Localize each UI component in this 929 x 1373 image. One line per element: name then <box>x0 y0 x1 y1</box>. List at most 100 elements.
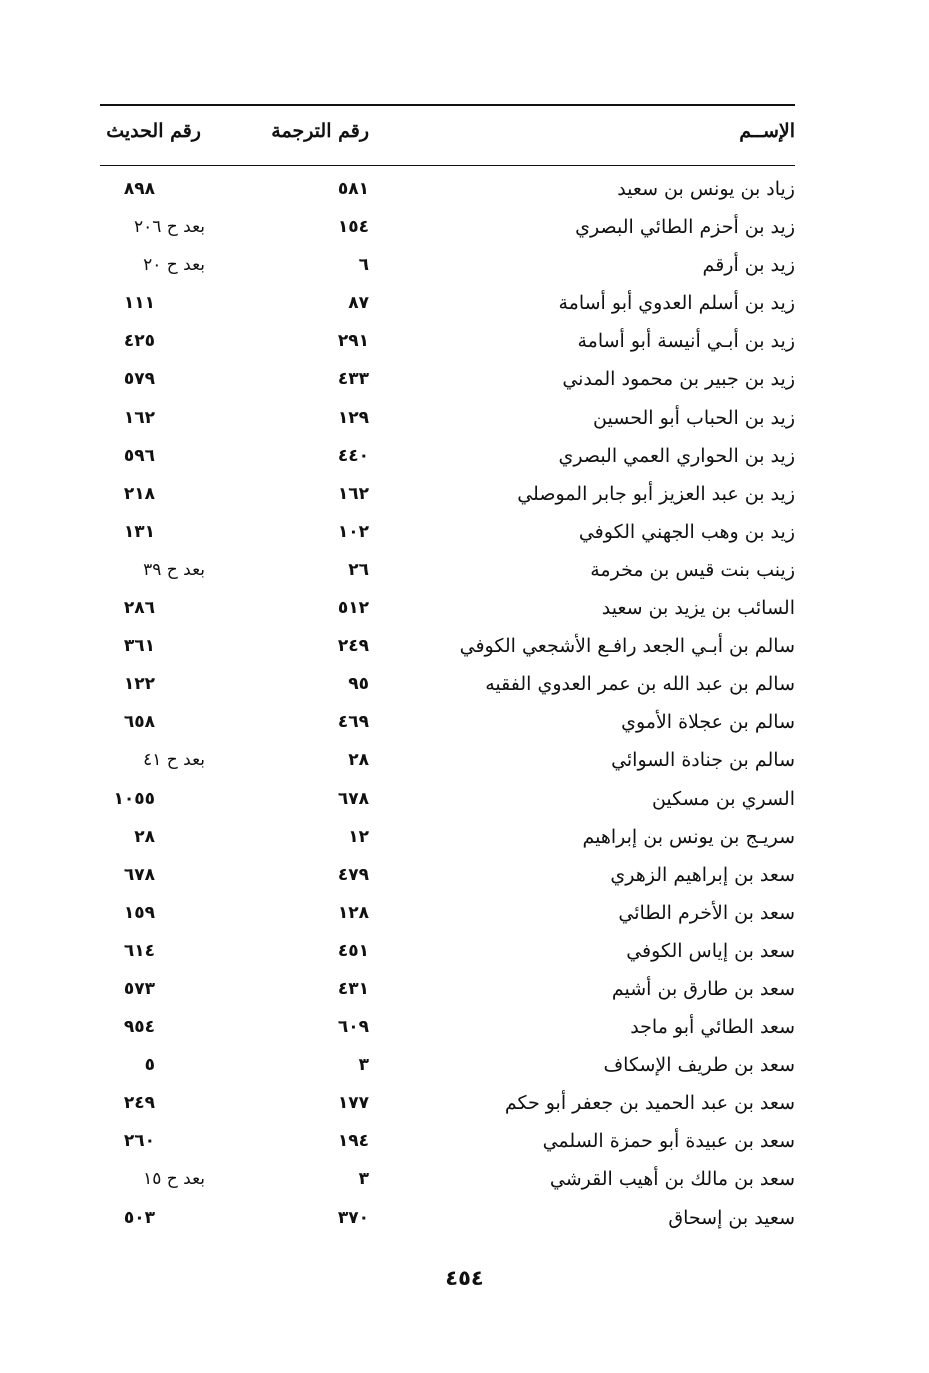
hadith-number: بعد ح ١٥ <box>143 1169 205 1190</box>
entry-name: زياد بن يونس بن سعيد <box>617 178 795 200</box>
entry-name: سعد بن طريف الإسكاف <box>603 1054 795 1077</box>
hadith-number: ١١١ <box>123 293 155 314</box>
table-row: سعيد بن إسحاق ٣٧٠ ٥٠٣ <box>0 1201 929 1239</box>
entry-name: سعد بن مالك بن أهيب القرشي <box>549 1168 795 1191</box>
tarjama-number: ١٥٤ <box>337 217 369 238</box>
hadith-number: ٩٥٤ <box>123 1017 155 1038</box>
table-row: زيد بن أبـي أنيسة أبو أسامة ٢٩١ ٤٢٥ <box>0 324 929 362</box>
entry-name: سعد بن إبراهيم الزهري <box>610 863 795 886</box>
tarjama-number: ٤٦٩ <box>337 712 369 733</box>
tarjama-number: ١٦٢ <box>337 483 369 504</box>
entry-name: زيد بن عبد العزيز أبو جابر الموصلي <box>517 482 795 505</box>
table-row: زيد بن جبير بن محمود المدني ٤٣٣ ٥٧٩ <box>0 362 929 400</box>
hadith-number: ١٢٢ <box>123 674 155 695</box>
hadith-number: بعد ح ٢٠٦ <box>133 217 205 238</box>
table-row: زيد بن عبد العزيز أبو جابر الموصلي ١٦٢ ٢١٨ <box>0 477 929 515</box>
table-row: زياد بن يونس بن سعيد ٥٨١ ٨٩٨ <box>0 172 929 210</box>
hadith-number: ٥٩٦ <box>123 445 155 466</box>
header-hadith-number: رقم الحديث <box>106 120 201 142</box>
hadith-number: ١٠٥٥ <box>113 788 155 809</box>
hadith-number: بعد ح ٣٩ <box>143 559 205 580</box>
tarjama-number: ١٢٨ <box>337 902 369 923</box>
hadith-number: ٦٥٨ <box>123 712 155 733</box>
table-row: سعد بن إياس الكوفي ٤٥١ ٦١٤ <box>0 934 929 972</box>
hadith-number: ٥٧٣ <box>123 978 155 999</box>
hadith-number: بعد ح ٢٠ <box>143 255 205 276</box>
tarjama-number: ١٢ <box>348 826 369 847</box>
tarjama-number: ٢٤٩ <box>337 636 369 657</box>
entry-name: زيد بن الحباب أبو الحسين <box>593 406 795 429</box>
tarjama-number: ٤٣٣ <box>337 369 369 390</box>
tarjama-number: ٣٧٠ <box>337 1207 369 1228</box>
hadith-number: ١٥٩ <box>123 902 155 923</box>
entry-name: السائب بن يزيد بن سعيد <box>601 597 795 620</box>
entry-name: سريـج بن يونس بن إبراهيم <box>582 825 795 848</box>
tarjama-number: ١٠٢ <box>337 521 369 542</box>
table-row: سعد بن الأخرم الطائي ١٢٨ ١٥٩ <box>0 896 929 934</box>
header-tarjama-number: رقم الترجمة <box>271 120 369 142</box>
tarjama-number: ١٧٧ <box>337 1093 369 1114</box>
table-row: زيد بن وهب الجهني الكوفي ١٠٢ ١٣١ <box>0 515 929 553</box>
table-row: زيد بن أسلم العدوي أبو أسامة ٨٧ ١١١ <box>0 286 929 324</box>
tarjama-number: ٣ <box>358 1055 369 1076</box>
hadith-number: ٦٧٨ <box>123 864 155 885</box>
tarjama-number: ٨٧ <box>348 293 369 314</box>
hadith-number: ٥٧٩ <box>123 369 155 390</box>
hadith-number: ٤٢٥ <box>123 331 155 352</box>
table-row: سالم بن أبـي الجعد رافـع الأشجعي الكوفي ٢… <box>0 629 929 667</box>
table-row: زيد بن الحواري العمي البصري ٤٤٠ ٥٩٦ <box>0 439 929 477</box>
entry-name: زيد بن الحواري العمي البصري <box>558 444 795 467</box>
hadith-number: ١٦٢ <box>123 407 155 428</box>
table-row: سعد الطائي أبو ماجد ٦٠٩ ٩٥٤ <box>0 1010 929 1048</box>
entry-name: سالم بن أبـي الجعد رافـع الأشجعي الكوفي <box>459 635 795 658</box>
entry-name: سعيد بن إسحاق <box>668 1206 795 1229</box>
entry-name: سعد بن إياس الكوفي <box>626 939 795 962</box>
table-row: سريـج بن يونس بن إبراهيم ١٢ ٢٨ <box>0 820 929 858</box>
entry-name: سعد بن عبيدة أبو حمزة السلمي <box>542 1130 795 1153</box>
table-row: سعد بن عبيدة أبو حمزة السلمي ١٩٤ ٢٦٠ <box>0 1124 929 1162</box>
hadith-number: ٢٨٦ <box>123 598 155 619</box>
tarjama-number: ٢٦ <box>348 559 369 580</box>
hadith-number: ٣٦١ <box>123 636 155 657</box>
table-row: سالم بن جنادة السوائي ٢٨ بعد ح ٤١ <box>0 743 929 781</box>
table-row: زينب بنت قيس بن مخرمة ٢٦ بعد ح ٣٩ <box>0 553 929 591</box>
table-row: سعد بن طارق بن أشيم ٤٣١ ٥٧٣ <box>0 972 929 1010</box>
tarjama-number: ٥٨١ <box>337 179 369 199</box>
entry-name: سعد بن طارق بن أشيم <box>611 977 795 1000</box>
tarjama-number: ٢٩١ <box>337 331 369 352</box>
entry-name: زيد بن أحزم الطائي البصري <box>575 216 795 239</box>
entry-name: سعد الطائي أبو ماجد <box>630 1016 795 1039</box>
hadith-number: ٨٩٨ <box>123 179 155 199</box>
tarjama-number: ٤٥١ <box>337 940 369 961</box>
hadith-number: ٦١٤ <box>123 940 155 961</box>
tarjama-number: ٦ <box>358 255 369 276</box>
hadith-number: بعد ح ٤١ <box>143 750 205 771</box>
table-row: سعد بن طريف الإسكاف ٣ ٥ <box>0 1048 929 1086</box>
hadith-number: ٢١٨ <box>123 483 155 504</box>
tarjama-number: ٣ <box>358 1169 369 1190</box>
entry-name: زيد بن جبير بن محمود المدني <box>562 368 795 391</box>
tarjama-number: ٦٧٨ <box>337 788 369 809</box>
table-row: زيد بن الحباب أبو الحسين ١٢٩ ١٦٢ <box>0 401 929 439</box>
entry-name: زيد بن أسلم العدوي أبو أسامة <box>558 292 795 315</box>
page-number: ٤٥٤ <box>445 1266 484 1290</box>
table-row: سالم بن عبد الله بن عمر العدوي الفقيه ٩٥ ١… <box>0 667 929 705</box>
entry-name: زيد بن وهب الجهني الكوفي <box>578 520 795 543</box>
table-row: زيد بن أحزم الطائي البصري ١٥٤ بعد ح ٢٠٦ <box>0 210 929 248</box>
hadith-number: ٢٦٠ <box>123 1131 155 1152</box>
header-name: الإســم <box>739 120 795 142</box>
tarjama-number: ٩٥ <box>348 674 369 695</box>
tarjama-number: ٦٠٩ <box>337 1017 369 1038</box>
tarjama-number: ١٩٤ <box>337 1131 369 1152</box>
table-row: السري بن مسكين ٦٧٨ ١٠٥٥ <box>0 782 929 820</box>
table-row: سعد بن إبراهيم الزهري ٤٧٩ ٦٧٨ <box>0 858 929 896</box>
tarjama-number: ٤٤٠ <box>337 445 369 466</box>
hadith-number: ١٣١ <box>123 521 155 542</box>
table-row: سالم بن عجلاة الأموي ٤٦٩ ٦٥٨ <box>0 705 929 743</box>
entry-name: سالم بن جنادة السوائي <box>611 749 795 772</box>
entry-name: زيد بن أرقم <box>702 254 795 277</box>
hadith-number: ٥ <box>144 1055 155 1076</box>
tarjama-number: ٥١٢ <box>337 598 369 619</box>
table-row: السائب بن يزيد بن سعيد ٥١٢ ٢٨٦ <box>0 591 929 629</box>
tarjama-number: ١٢٩ <box>337 407 369 428</box>
